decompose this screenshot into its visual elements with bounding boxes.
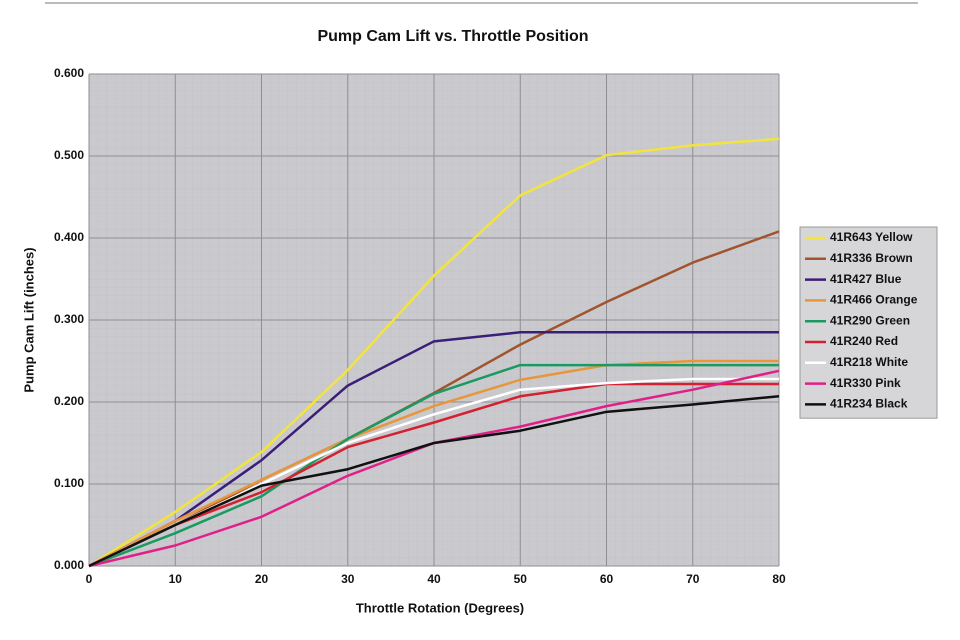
x-tick-label: 80 <box>772 572 786 586</box>
legend-label: 41R466 Orange <box>830 293 918 307</box>
series-line <box>88 137 780 568</box>
y-tick-label: 0.500 <box>54 148 84 162</box>
y-tick-label: 0.100 <box>54 476 84 490</box>
x-tick-label: 70 <box>686 572 700 586</box>
legend-label: 41R643 Yellow <box>830 230 913 244</box>
y-tick-label: 0.000 <box>54 558 84 572</box>
y-tick-label: 0.200 <box>54 394 84 408</box>
x-tick-label: 40 <box>427 572 441 586</box>
y-axis-title: Pump Cam Lift (inches) <box>21 247 36 392</box>
legend-label: 41R290 Green <box>830 313 910 327</box>
legend-label: 41R234 Black <box>830 397 908 411</box>
y-tick-label: 0.300 <box>54 312 84 326</box>
x-tick-label: 30 <box>341 572 355 586</box>
chart-title: Pump Cam Lift vs. Throttle Position <box>317 28 588 45</box>
series-line <box>88 363 779 568</box>
y-tick-label: 0.400 <box>54 230 84 244</box>
legend-label: 41R336 Brown <box>830 251 913 265</box>
series-line <box>88 395 780 568</box>
legend-label: 41R427 Blue <box>830 272 902 286</box>
legend-label: 41R240 Red <box>830 334 898 348</box>
x-tick-label: 10 <box>169 572 183 586</box>
series-line <box>88 359 779 568</box>
x-tick-label: 60 <box>600 572 614 586</box>
x-tick-label: 50 <box>514 572 528 586</box>
y-tick-label: 0.600 <box>54 66 84 80</box>
x-tick-label: 0 <box>86 572 93 586</box>
series-line <box>88 382 779 568</box>
legend-label: 41R218 White <box>830 355 908 369</box>
x-axis-title: Throttle Rotation (Degrees) <box>356 600 524 615</box>
x-tick-label: 20 <box>255 572 269 586</box>
legend-label: 41R330 Pink <box>830 376 901 390</box>
series-line <box>88 331 779 568</box>
